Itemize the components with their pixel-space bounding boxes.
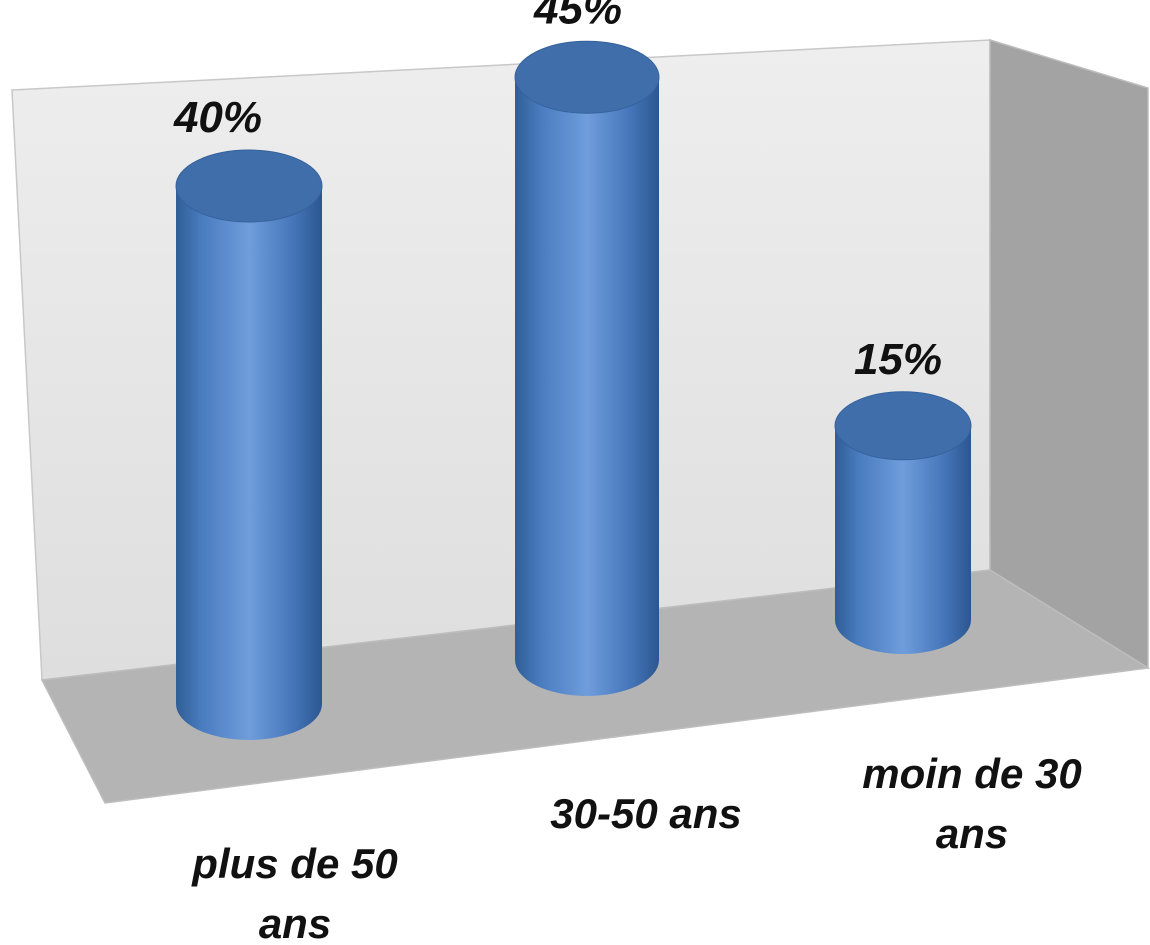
data-label: 15%: [854, 335, 942, 384]
bar-body: [176, 186, 322, 740]
bar-2: [514, 40, 660, 696]
category-label: moin de 30: [862, 750, 1081, 797]
category-label: plus de 50: [191, 840, 397, 887]
bar-body: [515, 77, 659, 696]
category-labels-group: plus de 50 ans 30-50 ans moin de 30 ans: [191, 750, 1081, 945]
bar-top-cap: [514, 40, 660, 114]
category-label: 30-50 ans: [550, 790, 741, 837]
data-labels-group: 40% 45% 15%: [173, 0, 942, 384]
side-wall: [989, 38, 1149, 670]
category-label: ans: [259, 900, 331, 945]
category-label: ans: [936, 810, 1008, 857]
bar-1: [175, 149, 323, 740]
data-label: 45%: [533, 0, 622, 33]
bar-top-cap: [834, 391, 972, 461]
bar-body: [835, 425, 971, 654]
bars-group: [175, 40, 972, 740]
data-label: 40%: [173, 93, 262, 142]
bar-3: [834, 391, 972, 654]
bar-top-cap: [175, 149, 323, 223]
